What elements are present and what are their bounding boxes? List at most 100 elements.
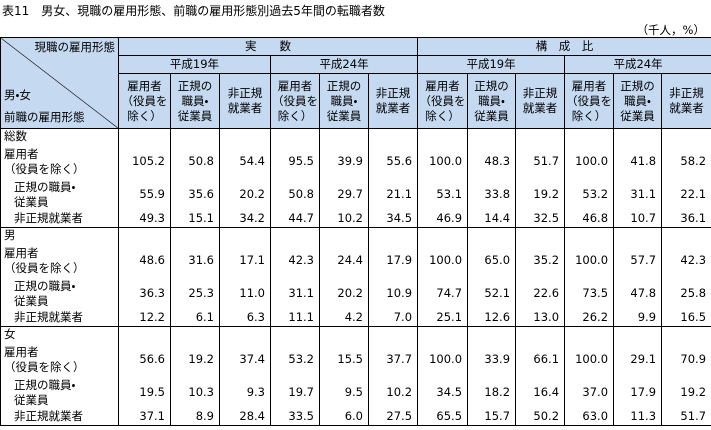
column-header-line: 正規の bbox=[177, 78, 213, 93]
empty-cell bbox=[170, 128, 220, 145]
value-cell: 12.2 bbox=[118, 309, 171, 327]
empty-cell bbox=[319, 227, 369, 244]
value-cell: 25.3 bbox=[170, 277, 220, 310]
column-header-line: 従業員 bbox=[177, 108, 213, 123]
row-label: 非正規就業者 bbox=[0, 210, 119, 228]
value-cell: 100.0 bbox=[564, 144, 615, 179]
value-cell: 19.2 bbox=[170, 342, 220, 377]
value-cell: 73.5 bbox=[564, 277, 615, 310]
value-cell: 26.2 bbox=[564, 309, 615, 327]
value-cell: 10.7 bbox=[613, 210, 663, 228]
table-header: 現職の雇用形態 男・女 前職の雇用形態実 数構 成 比平成19年 平成24年 平成19年… bbox=[0, 37, 711, 129]
column-header: 雇用者 （役員を 除く） bbox=[270, 73, 320, 129]
column-header: 非正規 就業者 bbox=[367, 73, 419, 129]
row-label-line: 非正規就業者 bbox=[14, 310, 83, 325]
empty-cell bbox=[118, 326, 171, 343]
header-row: 現職の雇用形態 男・女 前職の雇用形態実 数構 成 比 bbox=[0, 37, 711, 129]
value-cell: 20.2 bbox=[219, 178, 271, 211]
value-cell: 50.2 bbox=[515, 408, 566, 426]
row-label-line: 雇用者 bbox=[4, 344, 39, 359]
value-cell: 53.2 bbox=[564, 178, 615, 211]
value-cell: 15.1 bbox=[170, 210, 220, 228]
value-cell: 100.0 bbox=[417, 144, 469, 179]
empty-cell bbox=[467, 326, 517, 343]
row-label: 雇用者 （役員を除く） bbox=[0, 144, 119, 179]
row-label: 非正規就業者 bbox=[0, 408, 119, 426]
value-cell: 55.9 bbox=[118, 178, 171, 211]
value-cell: 6.0 bbox=[319, 408, 369, 426]
empty-cell bbox=[367, 326, 419, 343]
column-header-line: 正規の bbox=[326, 78, 362, 93]
empty-cell bbox=[564, 128, 615, 145]
column-header-line: 正規の bbox=[620, 78, 655, 93]
value-cell: 12.6 bbox=[467, 309, 517, 327]
value-cell: 46.9 bbox=[417, 210, 469, 228]
column-header: 非正規 就業者 bbox=[661, 73, 711, 129]
value-cell: 17.9 bbox=[367, 243, 419, 278]
column-header-line: （役員を bbox=[121, 93, 168, 108]
value-cell: 6.1 bbox=[170, 309, 220, 327]
empty-cell bbox=[219, 227, 271, 244]
column-header-line: 就業者 bbox=[227, 101, 263, 115]
column-header-line: 従業員 bbox=[326, 108, 362, 123]
value-cell: 36.3 bbox=[118, 277, 171, 310]
data-row: 正規の職員・ 従業員 36.3 25.3 11.0 31.1 20.2 10.9 74.7 52.… bbox=[0, 277, 711, 310]
value-cell: 18.2 bbox=[467, 376, 517, 409]
value-cell: 58.2 bbox=[661, 144, 711, 179]
value-cell: 29.7 bbox=[319, 178, 369, 211]
row-label: 雇用者 （役員を除く） bbox=[0, 243, 119, 278]
value-cell: 39.9 bbox=[319, 144, 369, 179]
column-header: 雇用者 （役員を 除く） bbox=[417, 73, 469, 129]
column-header-line: 職員・ bbox=[478, 93, 505, 108]
empty-cell bbox=[515, 128, 566, 145]
value-cell: 20.2 bbox=[319, 277, 369, 310]
row-label-line: 従業員 bbox=[14, 392, 49, 407]
column-header-line: 雇用者 bbox=[127, 78, 162, 93]
data-row: 非正規就業者 49.3 15.1 34.2 44.7 10.2 34.5 46.9 14.4 32… bbox=[0, 210, 711, 228]
column-header: 非正規 就業者 bbox=[219, 73, 271, 129]
column-header: 正規の 職員・ 従業員 bbox=[170, 73, 220, 129]
column-header-line: 非正規 bbox=[669, 86, 704, 100]
value-cell: 31.1 bbox=[270, 277, 320, 310]
value-cell: 57.7 bbox=[613, 243, 663, 278]
value-cell: 46.8 bbox=[564, 210, 615, 228]
data-row: 正規の職員・ 従業員 55.9 35.6 20.2 50.8 29.7 21.1 53.1 33.… bbox=[0, 178, 711, 211]
group-row: 総数 bbox=[0, 128, 711, 145]
column-header-line: 従業員 bbox=[474, 108, 509, 123]
column-header-line: 雇用者 bbox=[277, 78, 313, 93]
value-cell: 29.1 bbox=[613, 342, 663, 377]
value-cell: 51.7 bbox=[661, 408, 711, 426]
value-cell: 10.9 bbox=[367, 277, 419, 310]
value-cell: 42.3 bbox=[661, 243, 711, 278]
value-cell: 100.0 bbox=[564, 243, 615, 278]
value-cell: 9.3 bbox=[219, 376, 271, 409]
value-cell: 31.1 bbox=[613, 178, 663, 211]
value-cell: 9.9 bbox=[613, 309, 663, 327]
empty-cell bbox=[270, 128, 320, 145]
empty-cell bbox=[515, 227, 566, 244]
value-cell: 21.1 bbox=[367, 178, 419, 211]
value-cell: 100.0 bbox=[417, 243, 469, 278]
column-header-line: 職員・ bbox=[330, 93, 358, 108]
value-cell: 48.3 bbox=[467, 144, 517, 179]
row-label-line: 正規の職員・ bbox=[14, 377, 76, 392]
value-cell: 70.9 bbox=[661, 342, 711, 377]
value-cell: 74.7 bbox=[417, 277, 469, 310]
value-cell: 16.4 bbox=[515, 376, 566, 409]
empty-cell bbox=[661, 326, 711, 343]
table-title: 表11 男女、現職の雇用形態、前職の雇用形態別過去5年間の転職者数 bbox=[2, 4, 385, 18]
corner-label: 男・女 bbox=[4, 88, 31, 102]
row-label-line: 正規の職員・ bbox=[14, 179, 76, 194]
empty-cell bbox=[270, 227, 320, 244]
column-header-line: 除く） bbox=[425, 108, 460, 123]
empty-cell bbox=[170, 326, 220, 343]
data-row: 雇用者 （役員を除く） 56.6 19.2 37.4 53.2 15.5 37.7 100.0 3… bbox=[0, 342, 711, 377]
row-label: 正規の職員・ 従業員 bbox=[0, 178, 119, 211]
column-header: 正規の 職員・ 従業員 bbox=[467, 73, 517, 129]
empty-cell bbox=[417, 227, 469, 244]
year-header: 平成19年 bbox=[417, 55, 566, 74]
empty-cell bbox=[417, 128, 469, 145]
value-cell: 66.1 bbox=[515, 342, 566, 377]
value-cell: 33.5 bbox=[270, 408, 320, 426]
